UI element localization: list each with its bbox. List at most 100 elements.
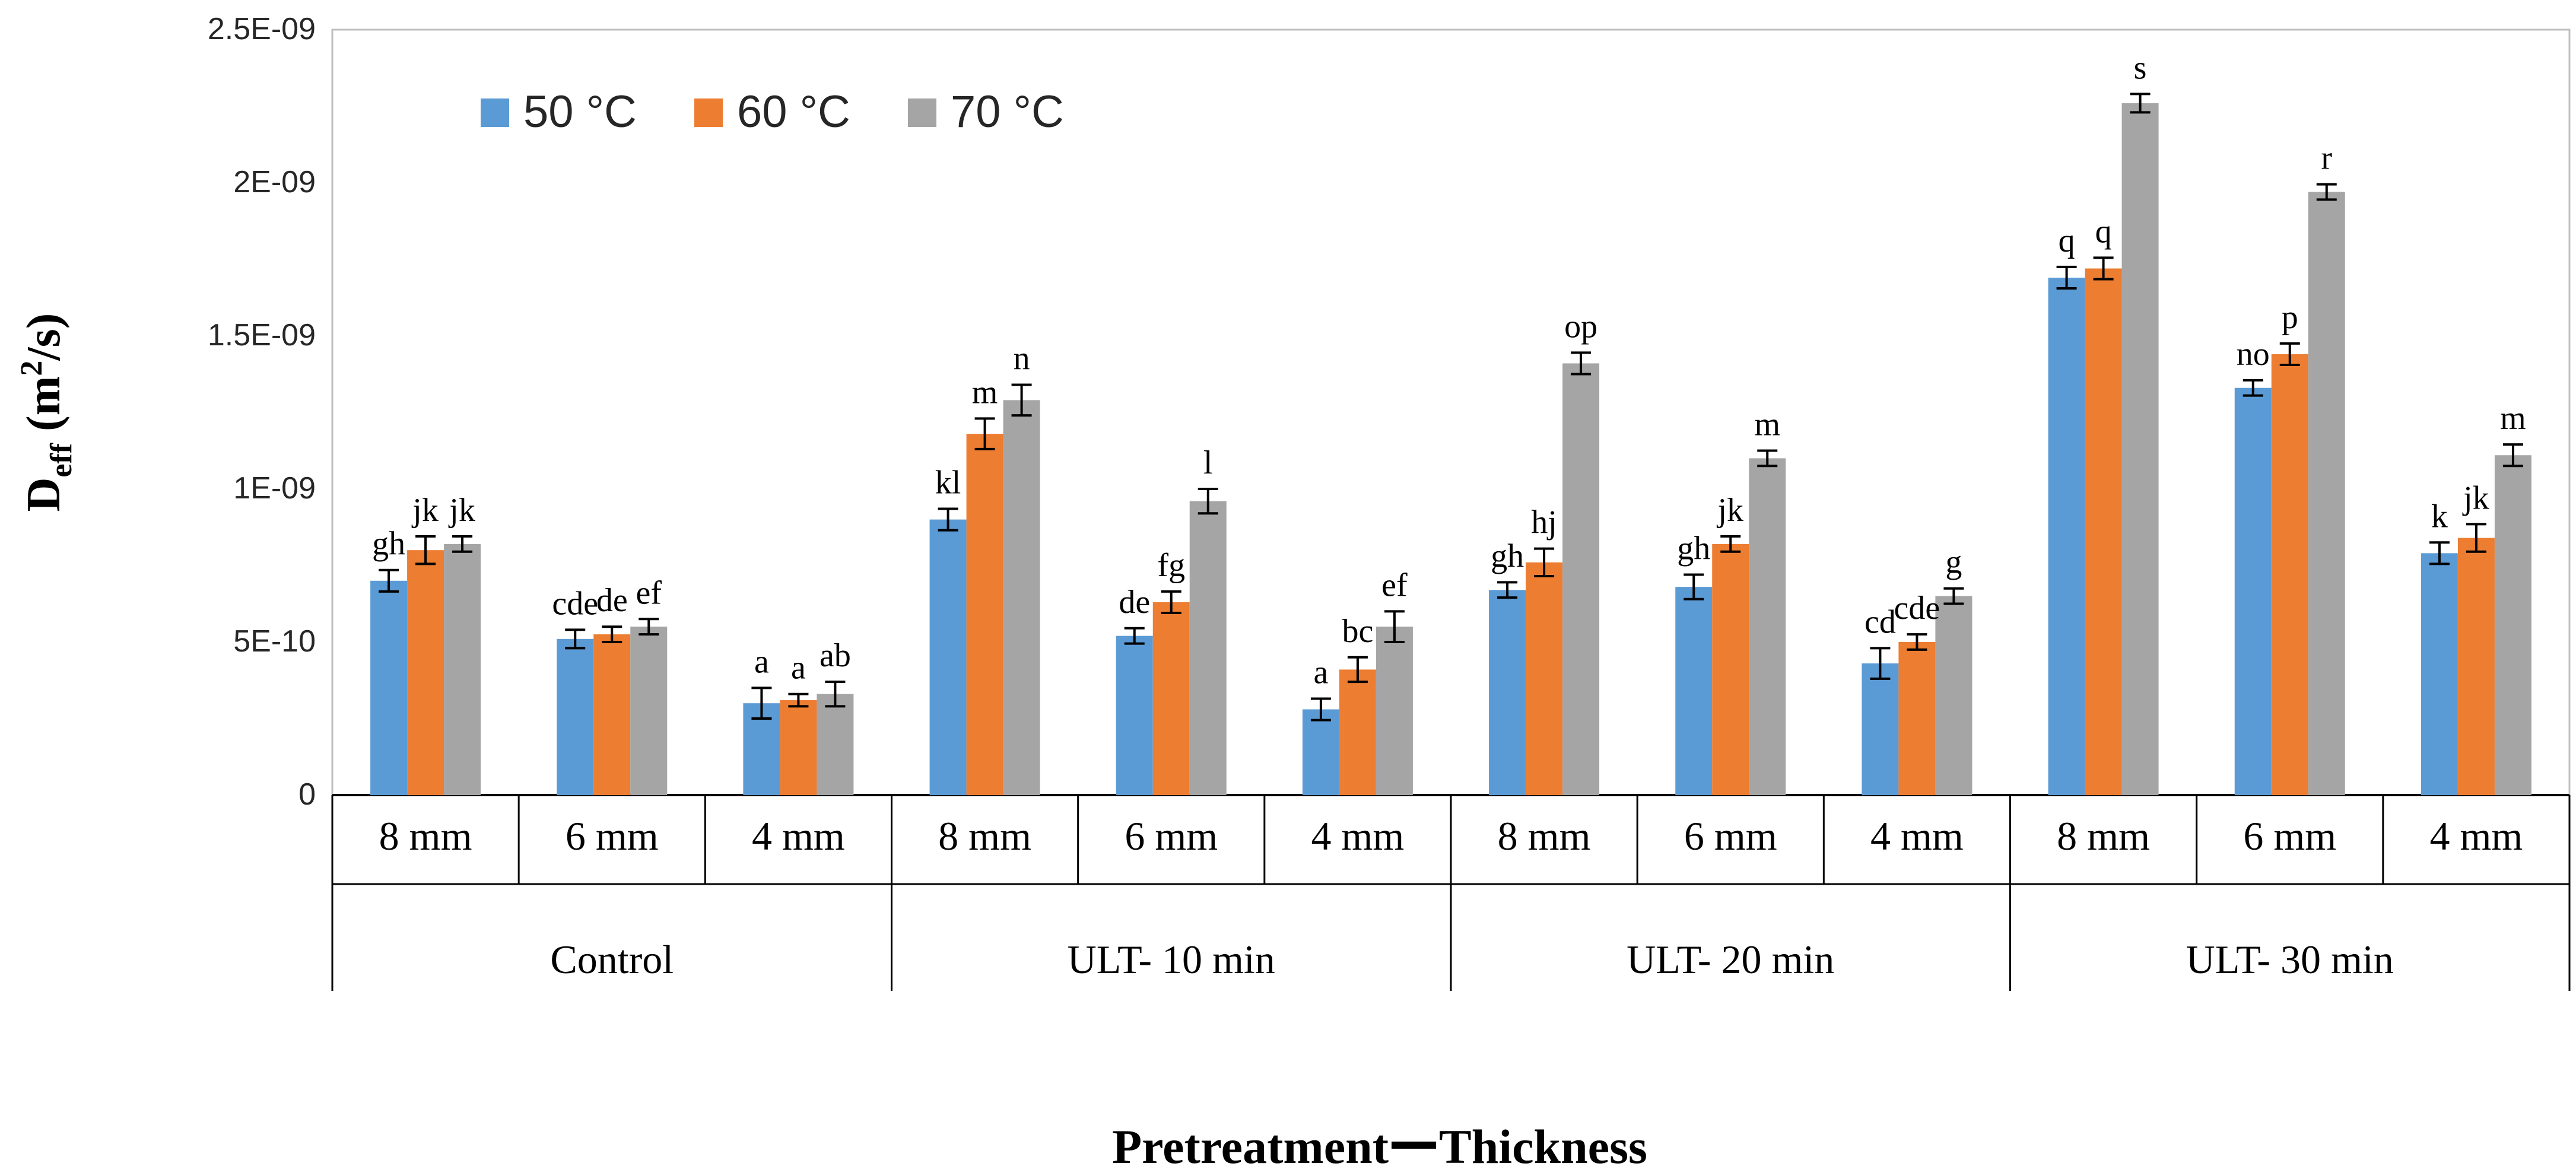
significance-letter: s (2134, 49, 2147, 86)
significance-letter: de (596, 582, 628, 619)
bar (1712, 543, 1749, 795)
bar (1862, 663, 1899, 795)
significance-letter: k (2431, 498, 2448, 535)
y-axis-title-subscript: eff (45, 443, 78, 477)
legend-swatch (694, 98, 723, 127)
significance-letter: kl (935, 465, 961, 501)
category-label: 6 mm (566, 813, 659, 859)
significance-letter: q (2059, 223, 2075, 259)
group-label: Control (550, 937, 674, 982)
significance-letter: op (1564, 308, 1597, 345)
significance-letter: ab (820, 637, 851, 674)
legend-swatch (481, 98, 509, 127)
bar (1003, 400, 1040, 795)
bar (2494, 455, 2531, 795)
x-axis-title-pretreatment: Pretreatment (1112, 1120, 1389, 1174)
significance-letter: bc (1342, 613, 1373, 650)
significance-letter: q (2095, 213, 2112, 250)
significance-letter: jk (2462, 479, 2489, 516)
significance-letter: p (2282, 299, 2298, 336)
y-axis-title-unit-end: /s) (18, 313, 70, 361)
y-tick-label: 2.5E-09 (208, 12, 316, 46)
bar (929, 519, 967, 795)
bar (2308, 192, 2345, 796)
y-tick-label: 1E-09 (233, 471, 316, 506)
category-label: 4 mm (2430, 813, 2523, 859)
bar (407, 550, 444, 795)
bar (2121, 103, 2159, 796)
significance-letter: a (791, 650, 806, 686)
category-label: 4 mm (752, 813, 845, 859)
category-label: 6 mm (2243, 813, 2336, 859)
bar (1339, 669, 1376, 795)
significance-letter: cd (1864, 603, 1896, 640)
y-axis-title: Deff (m2/s) (15, 313, 78, 512)
bar (2271, 354, 2308, 795)
bar (2048, 277, 2085, 796)
group-label: ULT- 10 min (1068, 937, 1275, 982)
bar (1376, 627, 1413, 795)
bar (966, 434, 1003, 795)
legend-label: 60 °C (737, 87, 850, 137)
category-label: 8 mm (938, 813, 1031, 859)
bar (1675, 587, 1713, 795)
group-label: ULT- 30 min (2186, 937, 2394, 982)
significance-letter: gh (1491, 538, 1524, 574)
y-axis-title-superscript: 2 (15, 361, 49, 376)
significance-letter: fg (1157, 547, 1185, 584)
significance-letter: ef (1381, 567, 1408, 603)
bar (1749, 458, 1786, 795)
bar (1526, 562, 1563, 795)
significance-letter: no (2237, 336, 2270, 373)
significance-letter: jk (448, 492, 475, 529)
legend-label: 70 °C (951, 87, 1064, 137)
y-tick-label: 1.5E-09 (208, 318, 316, 352)
y-tick-label: 2E-09 (233, 165, 316, 199)
bar (1898, 642, 1936, 795)
significance-letter: m (2500, 400, 2526, 437)
category-label: 4 mm (1311, 813, 1405, 859)
y-tick-label: 0 (298, 777, 316, 812)
significance-letter: m (972, 374, 998, 411)
bar (370, 580, 408, 795)
bar (1189, 501, 1227, 795)
legend-swatch (908, 98, 936, 127)
significance-letter: m (1754, 406, 1780, 443)
bar (1935, 596, 1973, 795)
significance-letter: cde (552, 585, 598, 622)
category-label: 6 mm (1684, 813, 1777, 859)
bar (2234, 387, 2272, 795)
y-axis-title-unit: (m (18, 376, 70, 443)
bar (557, 638, 594, 795)
bar-layer (370, 93, 2531, 796)
y-axis-title-main: D (18, 478, 70, 512)
bar (1302, 709, 1339, 795)
bar (630, 627, 668, 795)
category-label: 8 mm (1498, 813, 1591, 859)
y-tick-label: 5E-10 (233, 624, 316, 659)
significance-letter: jk (411, 492, 439, 529)
significance-letter: a (754, 643, 769, 680)
significance-letter: hj (1531, 504, 1557, 541)
significance-letter: gh (1677, 530, 1710, 567)
plot-frame (331, 28, 2571, 991)
axis-titles: Deff (m2/s) Pretreatment Thickness (15, 313, 1647, 1174)
bar (2457, 538, 2495, 795)
significance-letter: ef (636, 574, 662, 611)
category-label: 8 mm (379, 813, 472, 859)
significance-letter: l (1203, 444, 1213, 481)
bar (1152, 602, 1190, 795)
category-label: 6 mm (1125, 813, 1218, 859)
bar (780, 700, 817, 795)
bar (593, 634, 631, 795)
significance-letter: jk (1716, 492, 1743, 529)
significance-letter: g (1945, 544, 1962, 581)
bar (817, 694, 854, 795)
significance-letter: r (2321, 140, 2332, 177)
category-label: 4 mm (1870, 813, 1964, 859)
bar (1489, 590, 1526, 795)
bar (1562, 363, 1600, 795)
bar (2085, 268, 2122, 796)
significance-letter: a (1313, 654, 1328, 691)
